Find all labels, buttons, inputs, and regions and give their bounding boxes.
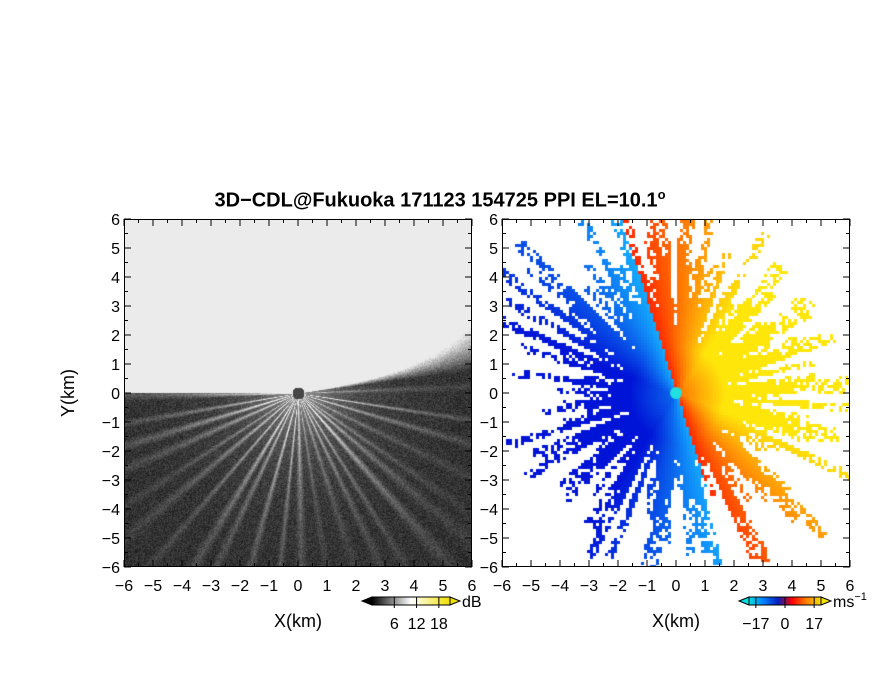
y-axis-title: Y(km) [58, 369, 78, 417]
colorbar-tick-label: 0 [781, 616, 790, 633]
x-tick-label: 2 [730, 578, 739, 595]
x-tick-label: −2 [231, 578, 249, 595]
y-tick-label: 3 [111, 299, 120, 316]
colorbar-tick-label: −17 [742, 616, 769, 633]
x-axis-title: X(km) [274, 611, 322, 631]
y-tick-label: −4 [480, 502, 498, 519]
chart-title: 3D−CDL@Fukuoka 171123 154725 PPI EL=10.1… [214, 187, 666, 212]
colorbar-low-arrow [737, 596, 750, 606]
colorbar-high-arrow [449, 596, 462, 606]
x-tick-label: −3 [202, 578, 220, 595]
y-tick-label: −4 [102, 502, 120, 519]
colorbar-low-arrow [360, 596, 373, 606]
y-tick-label: 1 [489, 357, 498, 374]
x-tick-label: 0 [294, 578, 303, 595]
x-tick-label: 4 [410, 578, 419, 595]
y-tick-label: 5 [111, 241, 120, 258]
x-tick-label: −3 [580, 578, 598, 595]
colorbar-tick-label: 12 [408, 616, 426, 633]
colorbar-unit: ms−1 [833, 591, 867, 611]
colorbar-1: −17 0 17 ms−1 [737, 591, 867, 633]
y-tick-label: −2 [480, 444, 498, 461]
x-tick-label: 4 [788, 578, 797, 595]
colorbar-tick-label: 18 [430, 616, 448, 633]
y-tick-label: 3 [489, 299, 498, 316]
x-tick-label: −4 [551, 578, 569, 595]
x-axis-title: X(km) [652, 611, 700, 631]
y-tick-label: −5 [480, 531, 498, 548]
x-tick-label: 1 [701, 578, 710, 595]
x-tick-label: −6 [115, 578, 133, 595]
velocity-heatmap [503, 220, 849, 566]
y-tick-label: −1 [480, 415, 498, 432]
y-tick-label: 5 [489, 241, 498, 258]
axis-group-1: −6 −5 −4 −3 −2 −1 0 1 2 3 4 5 6 −6 −5 −4 −3 −2 −1 0 1 2 3 4 5 6 X(… [480, 212, 855, 631]
x-tick-label: 5 [439, 578, 448, 595]
y-tick-label: −6 [102, 560, 120, 577]
x-tick-label: −5 [522, 578, 540, 595]
x-tick-label: −2 [609, 578, 627, 595]
y-tick-label: −2 [102, 444, 120, 461]
y-tick-label: 2 [111, 328, 120, 345]
y-tick-label: −3 [102, 473, 120, 490]
x-tick-label: 1 [323, 578, 332, 595]
colorbar-tick-label: 17 [805, 616, 823, 633]
velocity-plot-area [502, 219, 850, 567]
x-tick-label: 6 [846, 578, 855, 595]
y-tick-label: 0 [489, 386, 498, 403]
colorbar-unit: dB [462, 594, 482, 611]
y-tick-label: −6 [480, 560, 498, 577]
x-tick-label: −1 [260, 578, 278, 595]
y-tick-label: 1 [111, 357, 120, 374]
y-tick-label: 4 [489, 270, 498, 287]
x-tick-label: 0 [672, 578, 681, 595]
y-tick-label: 6 [489, 212, 498, 229]
x-tick-label: −1 [638, 578, 656, 595]
reflectivity-heatmap [125, 220, 471, 566]
y-tick-label: −1 [102, 415, 120, 432]
colorbar-high-arrow [820, 596, 833, 606]
y-tick-label: −3 [480, 473, 498, 490]
y-tick-label: 4 [111, 270, 120, 287]
x-tick-label: 3 [759, 578, 768, 595]
x-tick-label: −5 [144, 578, 162, 595]
axis-group-0: −6 −5 −4 −3 −2 −1 0 1 2 3 4 5 6−6−5−4−3−2−10123456X(… [58, 212, 477, 631]
y-tick-label: 2 [489, 328, 498, 345]
y-tick-label: 6 [111, 212, 120, 229]
x-tick-label: 2 [352, 578, 361, 595]
reflectivity-plot-area [124, 219, 472, 567]
colorbar-tick-label: 6 [390, 616, 399, 633]
colorbar-0: 6 12 18 dB [360, 594, 482, 633]
x-tick-label: 3 [381, 578, 390, 595]
y-tick-label: −5 [102, 531, 120, 548]
x-tick-label: −4 [173, 578, 191, 595]
x-tick-label: 5 [817, 578, 826, 595]
colorbar-bar [371, 596, 451, 606]
y-tick-label: 0 [111, 386, 120, 403]
x-tick-label: 6 [468, 578, 477, 595]
x-tick-label: −6 [493, 578, 511, 595]
